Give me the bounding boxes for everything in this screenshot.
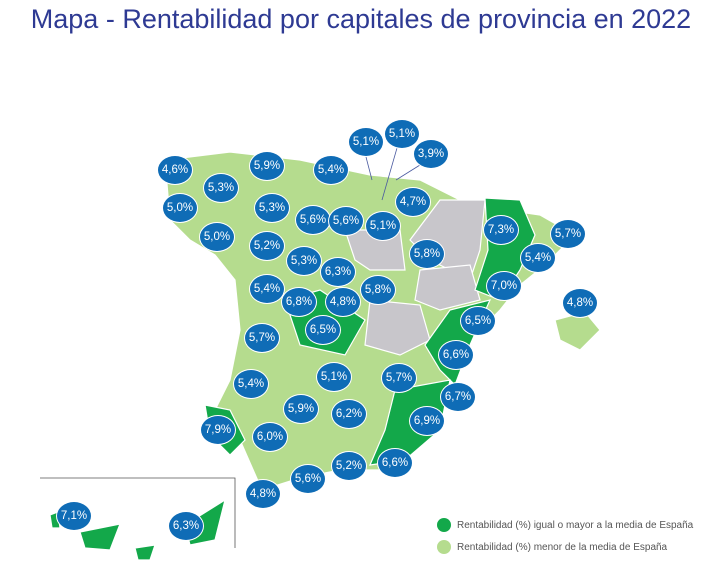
value-bubble: 5,4% xyxy=(313,155,349,185)
value-bubble: 5,6% xyxy=(295,205,331,235)
value-bubble: 5,1% xyxy=(384,119,420,149)
canary-inset-border xyxy=(40,477,236,548)
value-bubble: 7,3% xyxy=(483,215,519,245)
legend-swatch-below-icon xyxy=(437,540,451,554)
value-bubble: 5,4% xyxy=(520,243,556,273)
value-bubble: 5,3% xyxy=(254,193,290,223)
value-bubble: 4,8% xyxy=(325,287,361,317)
value-bubble: 5,7% xyxy=(381,363,417,393)
value-bubble: 6,6% xyxy=(377,448,413,478)
value-bubble: 7,9% xyxy=(200,415,236,445)
value-bubble: 7,0% xyxy=(486,271,522,301)
map-title: Mapa - Rentabilidad por capitales de pro… xyxy=(30,4,692,34)
legend-label: Rentabilidad (%) igual o mayor a la medi… xyxy=(457,519,694,531)
value-bubble: 6,3% xyxy=(320,257,356,287)
value-bubble: 6,7% xyxy=(440,382,476,412)
legend-item-above: Rentabilidad (%) igual o mayor a la medi… xyxy=(437,514,693,536)
value-bubble: 5,1% xyxy=(348,127,384,157)
value-bubble: 7,1% xyxy=(56,501,92,531)
value-bubble: 3,9% xyxy=(413,139,449,169)
value-bubble: 5,3% xyxy=(203,173,239,203)
value-bubble: 6,6% xyxy=(438,340,474,370)
value-bubble: 5,1% xyxy=(316,362,352,392)
value-bubble: 6,3% xyxy=(168,511,204,541)
value-bubble: 4,8% xyxy=(562,288,598,318)
value-bubble: 5,2% xyxy=(331,451,367,481)
legend: Rentabilidad (%) igual o mayor a la medi… xyxy=(437,514,693,558)
leader-line xyxy=(381,147,398,201)
legend-item-below: Rentabilidad (%) menor de la media de Es… xyxy=(437,536,693,558)
value-bubble: 5,3% xyxy=(286,246,322,276)
leader-line xyxy=(365,156,373,181)
value-bubble: 5,6% xyxy=(328,206,364,236)
value-bubble: 6,9% xyxy=(409,406,445,436)
value-bubble: 5,1% xyxy=(365,211,401,241)
value-bubble: 6,2% xyxy=(331,399,367,429)
value-bubble: 5,8% xyxy=(409,239,445,269)
value-bubble: 5,7% xyxy=(244,323,280,353)
value-bubble: 5,7% xyxy=(550,219,586,249)
value-bubble: 5,9% xyxy=(249,151,285,181)
value-bubble: 5,6% xyxy=(290,464,326,494)
value-bubble: 6,8% xyxy=(281,287,317,317)
value-bubble: 5,0% xyxy=(162,193,198,223)
value-bubble: 6,5% xyxy=(460,306,496,336)
value-bubble: 4,7% xyxy=(395,187,431,217)
legend-swatch-above-icon xyxy=(437,518,451,532)
region-no-data xyxy=(364,299,431,356)
legend-label: Rentabilidad (%) menor de la media de Es… xyxy=(457,541,668,553)
value-bubble: 4,6% xyxy=(157,155,193,185)
value-bubble: 5,4% xyxy=(233,369,269,399)
region-no-data xyxy=(414,264,481,311)
value-bubble: 4,8% xyxy=(245,479,281,509)
value-bubble: 5,2% xyxy=(249,231,285,261)
value-bubble: 6,5% xyxy=(305,315,341,345)
canary-islands xyxy=(49,498,226,561)
value-bubble: 5,4% xyxy=(249,274,285,304)
value-bubble: 5,9% xyxy=(283,394,319,424)
leader-line xyxy=(395,164,421,181)
value-bubble: 5,0% xyxy=(199,222,235,252)
value-bubble: 6,0% xyxy=(252,422,288,452)
value-bubble: 5,8% xyxy=(360,275,396,305)
